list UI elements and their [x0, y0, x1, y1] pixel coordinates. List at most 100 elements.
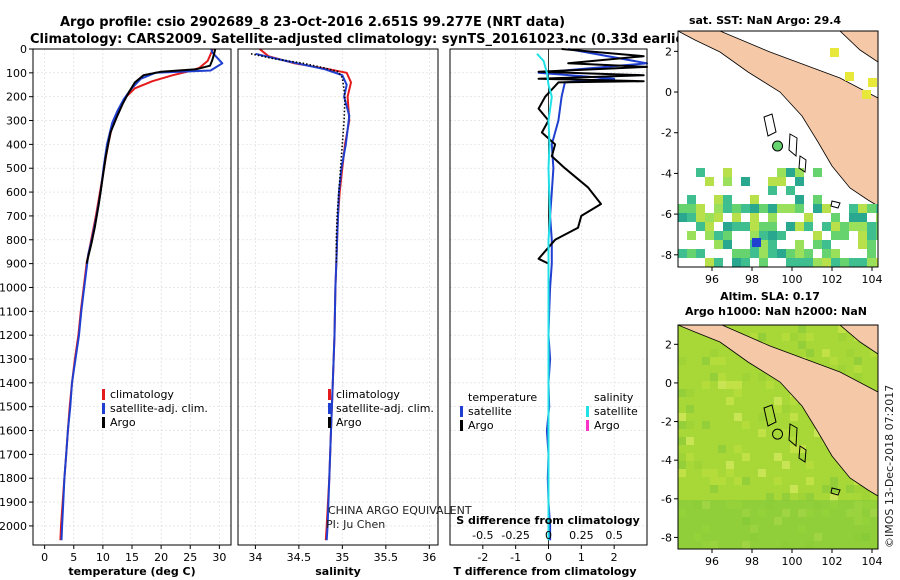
sst-patch — [795, 258, 804, 267]
sla-cell — [830, 493, 838, 501]
sla-cell — [718, 381, 726, 389]
y-tick-label: 900 — [6, 258, 27, 271]
sst-patch — [840, 222, 849, 231]
sla-cell — [702, 469, 710, 477]
sla-cell — [782, 405, 790, 413]
sst-patch — [813, 240, 822, 249]
s-tick-label: 0.25 — [569, 529, 594, 542]
sla-cell — [806, 477, 814, 485]
sla-cell — [710, 469, 718, 477]
y-tick-label: 1300 — [0, 353, 27, 366]
sst-patch — [759, 240, 768, 249]
sst-patch — [858, 213, 867, 222]
sst-patch — [723, 222, 732, 231]
legend-swatch-satellite — [102, 403, 105, 414]
sla-map: Altim. SLA: 0.17 Argo h1000: NaN h2000: … — [661, 290, 882, 568]
legend-label-satellite: satellite-adj. clim. — [336, 402, 434, 415]
sst-patch — [678, 204, 687, 213]
sla-cell — [726, 461, 734, 469]
sst-patch — [831, 213, 840, 222]
map-x-label: 96 — [705, 555, 719, 568]
salinity-frame — [237, 48, 439, 546]
sla-cell — [710, 373, 718, 381]
sst-patch — [768, 231, 777, 240]
sst-patch — [687, 204, 696, 213]
sla-cell — [774, 477, 782, 485]
sst-patch — [705, 222, 714, 231]
sst-patch — [696, 168, 705, 177]
sla-cell — [774, 397, 782, 405]
depth-y-ticks: 0 100 200 300 400 500 600 700 800 900 1000 1100 1200… — [0, 43, 33, 533]
sst-patch — [876, 231, 878, 240]
sla-cell — [790, 397, 798, 405]
x-tick-label: -2 — [477, 551, 488, 564]
sla-cell — [766, 381, 774, 389]
sla-cell — [782, 461, 790, 469]
sla-cell — [838, 333, 846, 341]
sst-patch — [777, 177, 786, 186]
sla-cell — [742, 477, 750, 485]
x-tick-label: 25 — [183, 551, 197, 564]
sla-cell — [710, 485, 718, 493]
sst-patch — [705, 231, 714, 240]
map-y-label: -8 — [661, 531, 672, 544]
sst-patch — [867, 222, 876, 231]
sst-patch — [723, 240, 732, 249]
legend-swatch-climatology — [102, 389, 105, 400]
sst-patch — [795, 177, 804, 186]
difference-xlabel: T difference from climatology — [453, 565, 636, 578]
sla-cell — [710, 349, 718, 357]
sst-patch — [714, 231, 723, 240]
sla-cell — [718, 357, 726, 365]
map-x-label: 98 — [745, 273, 759, 286]
salinity-x-ticks: 34 34.5 35 35.5 36 — [248, 545, 436, 564]
difference-panel: -2 -1 0 1 2 -0.5 -0.25 0 0.25 0.5 S difference f… — [449, 48, 648, 578]
x-tick-label: -1 — [510, 551, 521, 564]
legend-label-sal-argo: Argo — [594, 419, 620, 432]
sst-patch — [813, 258, 822, 267]
sla-island-nias — [763, 404, 777, 427]
sla-cell — [678, 389, 686, 397]
sla-cell — [798, 341, 806, 349]
sst-patch — [813, 195, 822, 204]
y-tick-label: 1700 — [0, 448, 27, 461]
sst-patch — [867, 231, 876, 240]
x-tick-label: 30 — [212, 551, 226, 564]
series-argo — [250, 53, 346, 264]
legend-label-satellite: satellite-adj. clim. — [110, 402, 208, 415]
sla-cell — [702, 421, 710, 429]
sst-patch — [786, 258, 795, 267]
sst-patch — [705, 258, 714, 267]
map-y-label: 0 — [665, 377, 672, 390]
sst-patch — [831, 258, 840, 267]
legend-label-argo: Argo — [110, 416, 136, 429]
difference-x-ticks: -2 -1 0 1 2 — [477, 545, 618, 564]
sst-patch — [795, 249, 804, 258]
temperature-panel: 0 5 10 15 20 25 30 0 100 200 300 400 500 600 700 800 90… — [0, 43, 232, 578]
sst-patch — [732, 204, 741, 213]
sst-patch — [822, 249, 831, 258]
sla-map-frame — [677, 324, 879, 550]
sst-patch — [876, 204, 878, 213]
sst-patch — [777, 231, 786, 240]
sla-cell — [734, 413, 742, 421]
x-tick-label: 15 — [125, 551, 139, 564]
sst-patch — [768, 240, 777, 249]
y-tick-label: 600 — [6, 186, 27, 199]
sst-patch — [714, 204, 723, 213]
sst-patch — [822, 222, 831, 231]
sst-patch — [750, 249, 759, 258]
sst-patch — [759, 249, 768, 258]
s-tick-label: -0.5 — [472, 529, 493, 542]
y-tick-label: 100 — [6, 67, 27, 80]
x-tick-label: 35.5 — [374, 551, 399, 564]
sla-cell — [790, 445, 798, 453]
sst-patch — [777, 204, 786, 213]
sst-patch — [732, 249, 741, 258]
sla-map-title: Altim. SLA: 0.17 — [720, 290, 820, 303]
sst-patch — [849, 213, 858, 222]
sla-cell — [790, 485, 798, 493]
legend-swatch-argo — [328, 417, 331, 428]
map-x-label: 100 — [782, 555, 803, 568]
y-tick-label: 700 — [6, 210, 27, 223]
